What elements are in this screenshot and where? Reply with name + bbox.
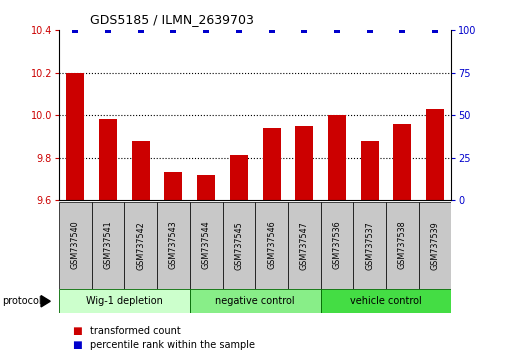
Point: [333, 27, 341, 33]
Point: [169, 27, 177, 33]
Bar: [92, 202, 125, 289]
Bar: [393, 124, 411, 200]
Text: GSM737545: GSM737545: [234, 221, 243, 269]
Bar: [132, 141, 150, 200]
Point: [104, 27, 112, 33]
Bar: [197, 175, 215, 200]
Bar: [59, 202, 92, 289]
Text: GSM737546: GSM737546: [267, 221, 276, 269]
Text: GSM737542: GSM737542: [136, 221, 145, 269]
Bar: [353, 202, 386, 289]
Bar: [386, 202, 419, 289]
Text: GDS5185 / ILMN_2639703: GDS5185 / ILMN_2639703: [90, 13, 254, 26]
Text: protocol: protocol: [3, 296, 42, 306]
Text: ■: ■: [72, 326, 82, 336]
Point: [300, 27, 308, 33]
Text: GSM737539: GSM737539: [430, 221, 440, 269]
Bar: [295, 126, 313, 200]
Point: [267, 27, 275, 33]
Bar: [263, 128, 281, 200]
Text: GSM737537: GSM737537: [365, 221, 374, 269]
Text: GSM737543: GSM737543: [169, 221, 178, 269]
Text: GSM737540: GSM737540: [71, 221, 80, 269]
Bar: [223, 202, 255, 289]
Text: GSM737536: GSM737536: [332, 221, 342, 269]
Bar: [321, 202, 353, 289]
Text: GSM737541: GSM737541: [104, 221, 112, 269]
Text: ■: ■: [72, 340, 82, 350]
Text: transformed count: transformed count: [90, 326, 181, 336]
Point: [366, 27, 374, 33]
Bar: [426, 109, 444, 200]
Text: vehicle control: vehicle control: [350, 296, 422, 306]
Point: [71, 27, 80, 33]
Bar: [419, 202, 451, 289]
Bar: [190, 202, 223, 289]
Point: [431, 27, 439, 33]
Bar: [66, 73, 84, 200]
Bar: [165, 172, 183, 200]
Bar: [255, 202, 288, 289]
Bar: [361, 141, 379, 200]
Text: Wig-1 depletion: Wig-1 depletion: [86, 296, 163, 306]
Bar: [157, 202, 190, 289]
Bar: [230, 155, 248, 200]
Point: [235, 27, 243, 33]
Bar: [328, 115, 346, 200]
Point: [136, 27, 145, 33]
Text: GSM737538: GSM737538: [398, 221, 407, 269]
Text: GSM737544: GSM737544: [202, 221, 211, 269]
Bar: [59, 289, 190, 313]
Bar: [190, 289, 321, 313]
Bar: [321, 289, 451, 313]
Text: GSM737547: GSM737547: [300, 221, 309, 269]
Bar: [124, 202, 157, 289]
Text: percentile rank within the sample: percentile rank within the sample: [90, 340, 255, 350]
Point: [398, 27, 406, 33]
Point: [202, 27, 210, 33]
Bar: [288, 202, 321, 289]
Text: negative control: negative control: [215, 296, 295, 306]
Bar: [99, 119, 117, 200]
